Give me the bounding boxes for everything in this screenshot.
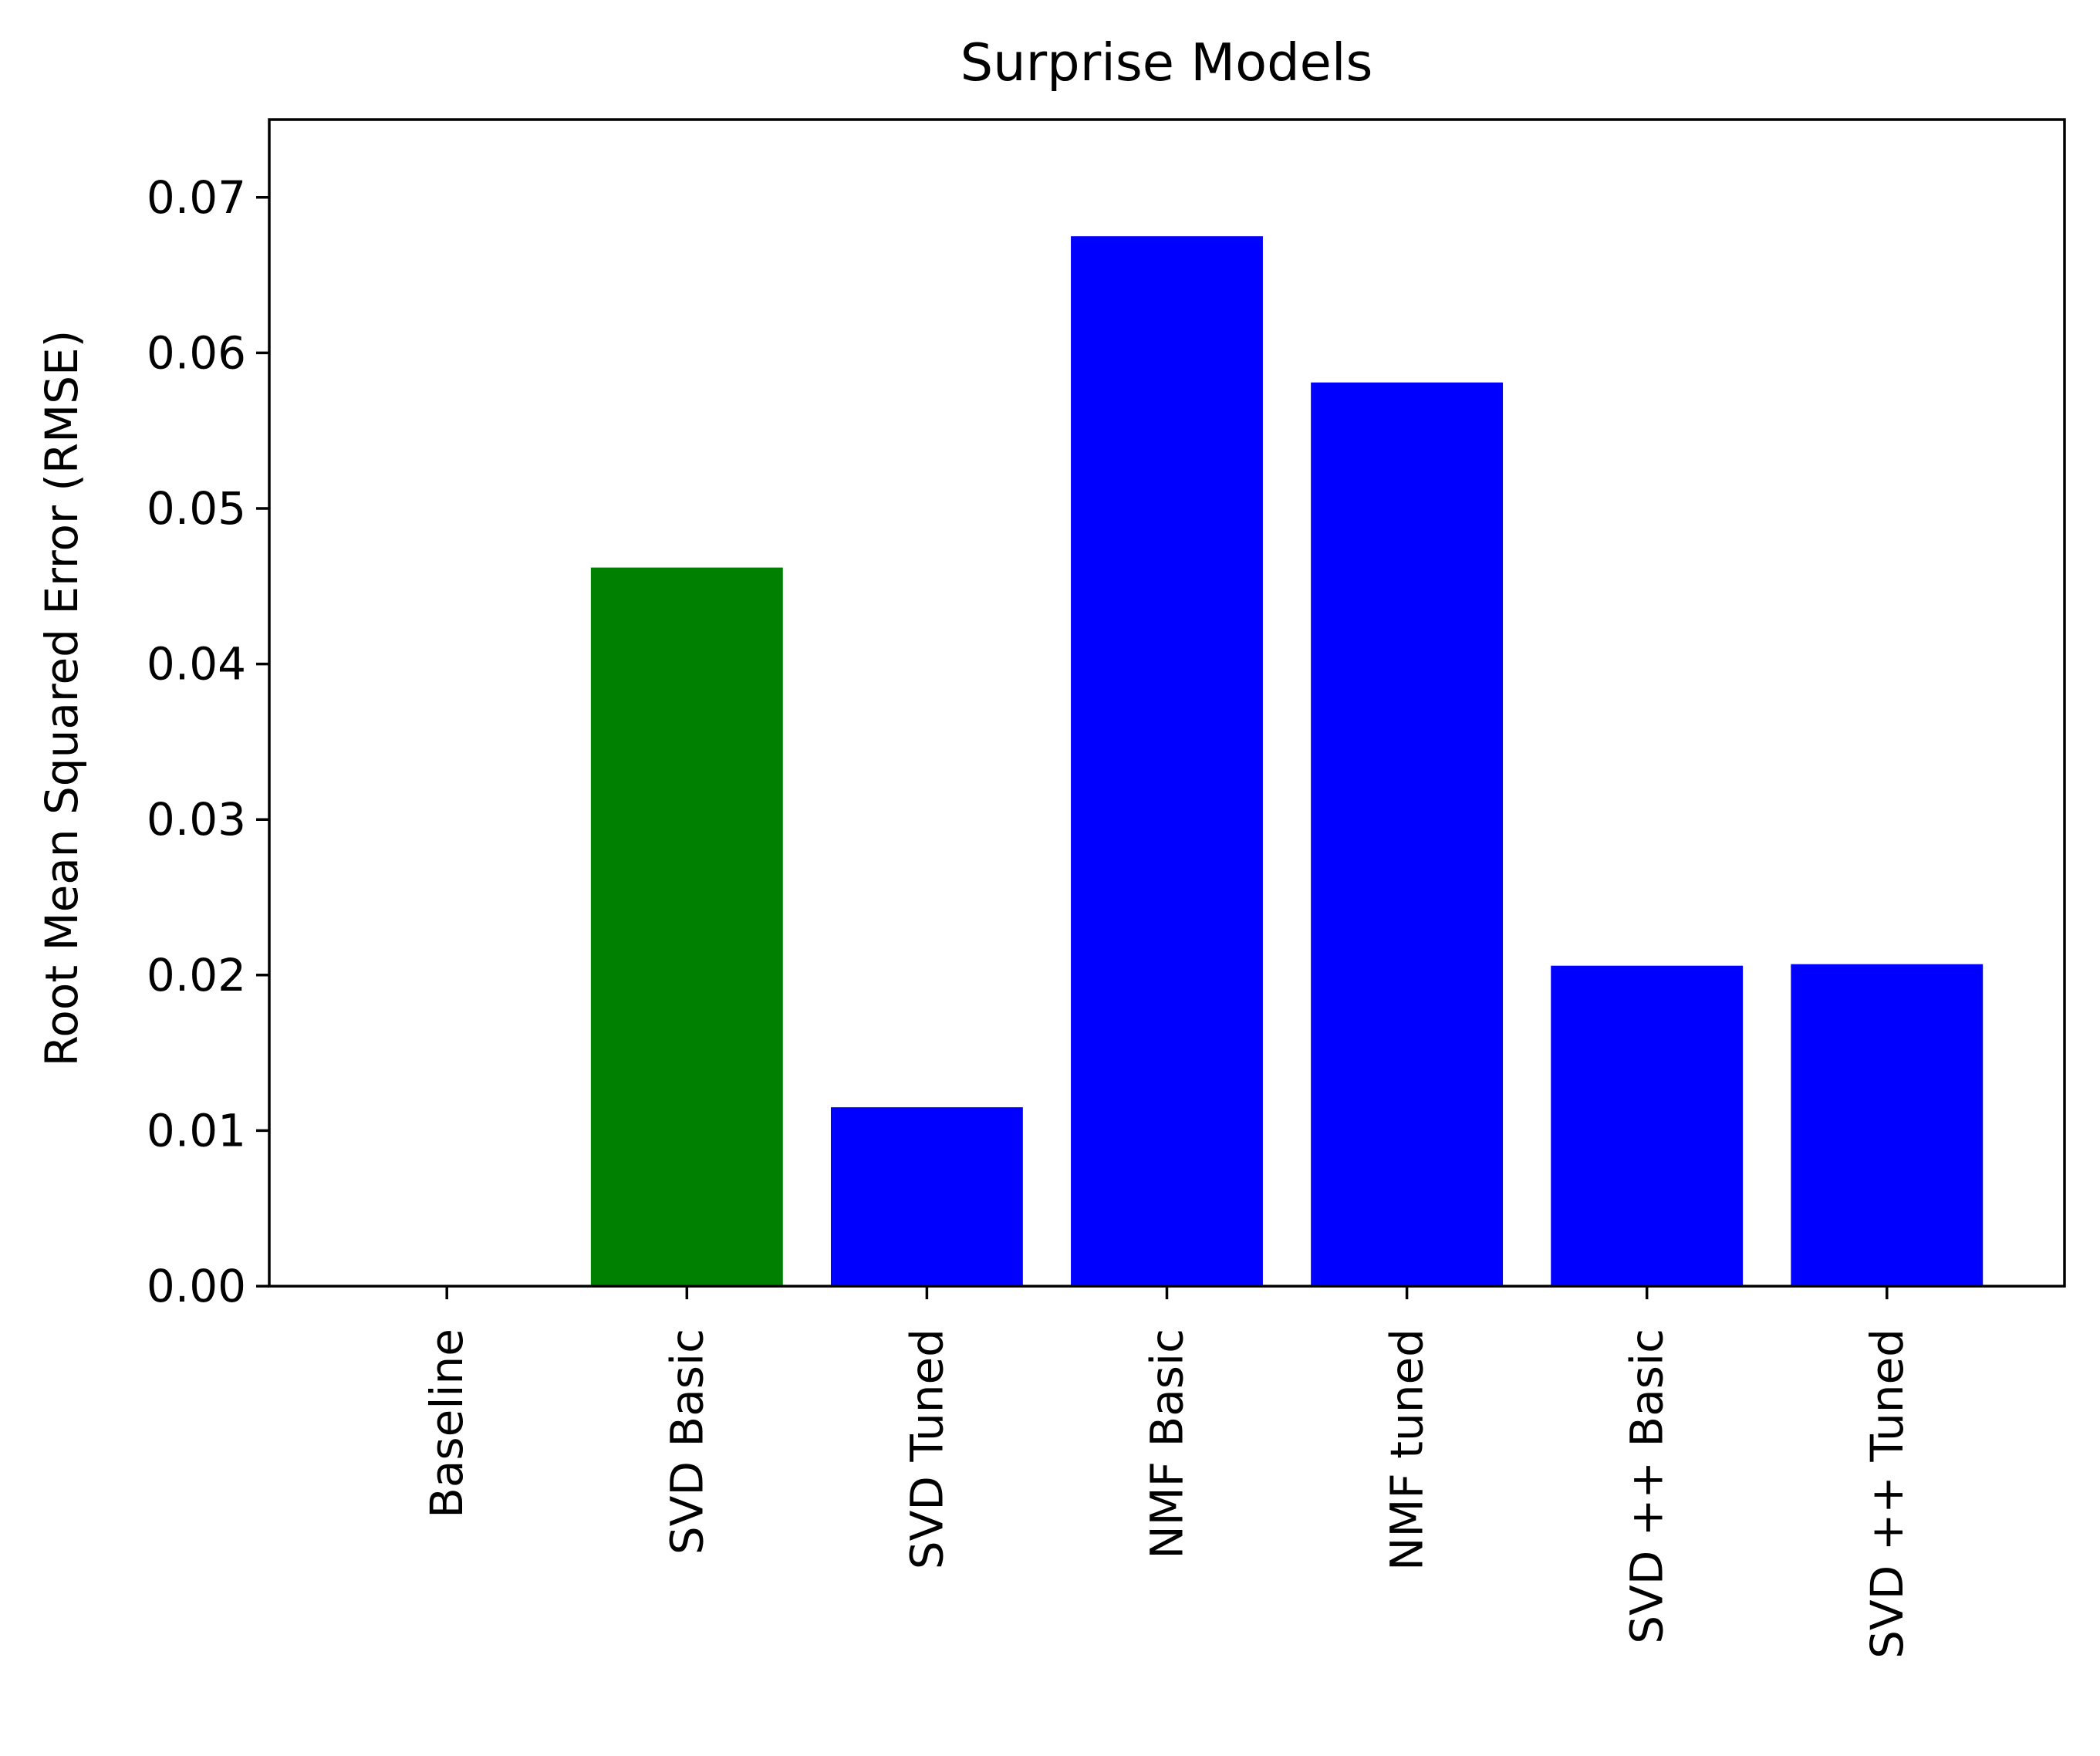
bars-layer (590, 236, 1984, 1287)
y-tick-label: 0.06 (147, 326, 246, 379)
y-tick-label: 0.04 (147, 638, 246, 691)
x-tick-label: NMF tuned (1381, 1329, 1433, 1571)
chart-title: Surprise Models (961, 32, 1373, 93)
y-tick-label: 0.03 (147, 793, 246, 846)
x-tick-label: Baseline (420, 1329, 473, 1518)
bar-svd-basic (590, 567, 783, 1286)
x-axis: Baseline SVD Basic SVD Tuned NMF Basic NMF t… (420, 1286, 1913, 1659)
bar-nmf-basic (1071, 236, 1263, 1287)
y-axis: 0.00 0.01 0.02 0.03 0.04 0.05 0.06 0.07 (147, 171, 269, 1312)
y-tick-label: 0.07 (147, 171, 246, 224)
x-tick-label: SVD Basic (660, 1329, 713, 1555)
bar-svd-basic (1551, 965, 1744, 1286)
x-tick-label: SVD ++ Basic (1621, 1329, 1673, 1644)
y-tick-label: 0.02 (147, 949, 246, 1001)
x-tick-label: SVD Tuned (900, 1329, 953, 1569)
y-axis-label: Root Mean Squared Error (RMSE) (35, 330, 88, 1067)
y-tick-label: 0.05 (147, 482, 246, 535)
bar-svd-tuned (1791, 964, 1984, 1286)
x-tick-label: NMF Basic (1141, 1329, 1193, 1559)
bar-svd-tuned (830, 1107, 1023, 1286)
y-tick-label: 0.00 (147, 1260, 246, 1312)
x-tick-label: SVD ++ Tuned (1861, 1329, 1913, 1659)
y-tick-label: 0.01 (147, 1104, 246, 1157)
bar-nmf-tuned (1311, 382, 1504, 1287)
plot-area-frame (268, 118, 2066, 1288)
